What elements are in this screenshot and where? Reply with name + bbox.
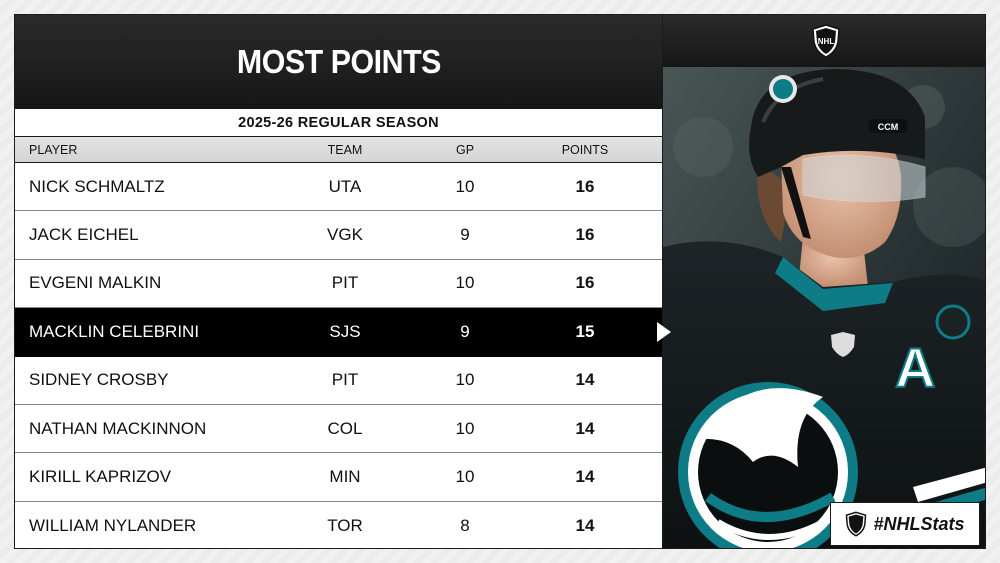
leaderboard-panel: MOST POINTS 2025-26 REGULAR SEASON PLAYE… [15, 15, 662, 548]
table-header: PLAYER TEAM GP POINTS [15, 137, 662, 163]
player-name: MACKLIN CELEBRINI [29, 321, 200, 341]
logo-bar: NHL [663, 15, 985, 67]
games-played: 9 [460, 321, 470, 341]
table-row: KIRILL KAPRIZOV MIN 10 14 [15, 453, 662, 502]
games-played: 9 [460, 225, 470, 245]
svg-text:CCM: CCM [878, 122, 899, 132]
stats-card: MOST POINTS 2025-26 REGULAR SEASON PLAYE… [14, 14, 986, 549]
table-body: NICK SCHMALTZ UTA 10 16 JACK EICHEL VGK … [15, 163, 662, 548]
player-name: KIRILL KAPRIZOV [29, 467, 172, 487]
table-row: EVGENI MALKIN PIT 10 16 [15, 259, 662, 309]
season-label: 2025-26 REGULAR SEASON [238, 114, 439, 131]
games-played: 10 [455, 418, 475, 438]
player-name: EVGENI MALKIN [29, 273, 162, 293]
photo-panel: NHL [662, 15, 985, 548]
team: SJS [329, 321, 361, 341]
player-illustration: CCM A [663, 67, 985, 548]
page-title: MOST POINTS [236, 43, 441, 80]
table-row: NICK SCHMALTZ UTA 10 16 [15, 163, 662, 212]
triangle-right-icon [657, 322, 671, 342]
player-name: NATHAN MACKINNON [29, 418, 207, 438]
games-played: 8 [460, 515, 470, 535]
points: 14 [575, 418, 595, 438]
player-name: SIDNEY CROSBY [29, 370, 169, 390]
table-row: WILLIAM NYLANDER TOR 8 14 [15, 501, 662, 548]
player-name: NICK SCHMALTZ [29, 176, 165, 196]
games-played: 10 [455, 370, 475, 390]
table-row: NATHAN MACKINNON COL 10 14 [15, 404, 662, 454]
points: 16 [575, 176, 595, 196]
player-name: JACK EICHEL [29, 225, 139, 245]
points: 14 [575, 370, 595, 390]
team: COL [327, 418, 363, 438]
games-played: 10 [455, 176, 475, 196]
header-team: TEAM [327, 142, 363, 157]
table-row: SIDNEY CROSBY PIT 10 14 [15, 356, 662, 405]
table-row: JACK EICHEL VGK 9 16 [15, 211, 662, 260]
points: 16 [575, 225, 595, 245]
team: VGK [327, 225, 363, 245]
team: MIN [329, 467, 361, 487]
hashtag-badge: #NHLStats [830, 502, 980, 546]
season-bar: 2025-26 REGULAR SEASON [15, 109, 662, 137]
hashtag-text: #NHLStats [873, 513, 965, 534]
svg-text:A: A [895, 336, 935, 399]
games-played: 10 [455, 273, 475, 293]
title-bar: MOST POINTS [15, 15, 662, 109]
nhl-shield-icon: NHL [811, 24, 840, 58]
header-player: PLAYER [29, 142, 78, 157]
points: 15 [575, 321, 595, 341]
team: UTA [328, 176, 362, 196]
team: PIT [331, 370, 359, 390]
points: 16 [575, 273, 595, 293]
nhl-shield-icon [846, 511, 867, 537]
team: TOR [327, 515, 363, 535]
player-name: WILLIAM NYLANDER [29, 515, 197, 535]
team: PIT [331, 273, 359, 293]
table-row-highlighted: MACKLIN CELEBRINI SJS 9 15 [15, 308, 662, 357]
header-points: POINTS [561, 142, 609, 157]
points: 14 [575, 515, 595, 535]
games-played: 10 [455, 467, 475, 487]
points: 14 [575, 467, 595, 487]
player-photo: CCM A [663, 67, 985, 548]
header-gp: GP [455, 142, 475, 157]
nhl-logo-text: NHL [817, 37, 834, 46]
